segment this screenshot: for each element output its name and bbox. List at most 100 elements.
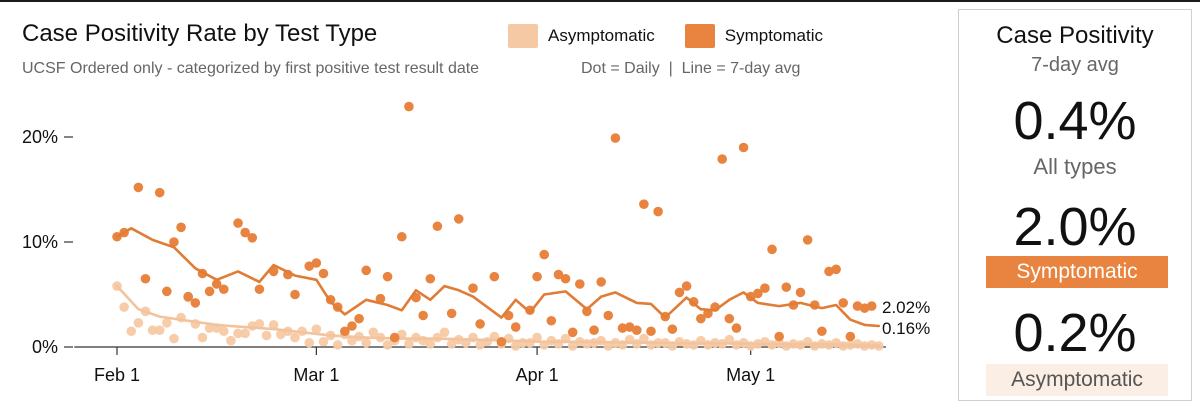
y-tick-label: 0% <box>32 337 58 357</box>
asymptomatic-line-layer <box>115 284 881 347</box>
asymptomatic-daily-point <box>425 339 436 349</box>
symptomatic-daily-point <box>681 281 692 291</box>
asymptomatic-daily-point <box>639 333 649 344</box>
symptomatic-daily-point <box>354 313 364 324</box>
symptomatic-end-label: 2.02% <box>882 298 930 317</box>
legend-item-asymptomatic[interactable]: Asymptomatic <box>508 24 655 48</box>
summary-all-value: 0.4% <box>1013 91 1137 151</box>
symptomatic-daily-point <box>340 326 350 337</box>
top-border <box>0 0 1200 2</box>
symptomatic-daily-point <box>831 264 841 275</box>
asymptomatic-daily-point <box>254 319 265 329</box>
symptomatic-daily-point <box>589 325 599 336</box>
legend-item-symptomatic[interactable]: Symptomatic <box>684 24 823 48</box>
symptomatic-daily-point <box>795 287 806 298</box>
symptomatic-daily-point <box>382 271 393 282</box>
symptomatic-daily-point <box>432 221 443 232</box>
symptomatic-daily-point <box>560 273 571 284</box>
chart-title: Case Positivity Rate by Test Type <box>22 20 378 47</box>
symptomatic-daily-point <box>169 237 179 247</box>
asymptomatic-daily-point <box>347 335 357 346</box>
symptomatic-daily-point <box>446 308 457 319</box>
symptomatic-daily-point <box>254 284 265 295</box>
symptomatic-daily-point <box>866 301 877 311</box>
symptomatic-daily-point <box>610 133 621 143</box>
symptomatic-daily-point <box>290 289 300 300</box>
asymptomatic-daily-point <box>361 338 372 348</box>
symptomatic-daily-point <box>211 279 222 289</box>
summary-subtitle: 7-day avg <box>1031 54 1119 76</box>
symptomatic-dots-layer <box>112 101 877 347</box>
end-labels-layer: 2.02% 0.16% <box>882 298 930 338</box>
asymptomatic-daily-point <box>446 339 457 349</box>
symptomatic-daily-point <box>753 288 763 299</box>
asymptomatic-daily-point <box>162 318 172 328</box>
symptomatic-daily-point <box>347 321 357 331</box>
summary-symptomatic-value: 2.0% <box>1013 197 1137 257</box>
symptomatic-daily-point <box>631 325 642 336</box>
chart-subtitle: UCSF Ordered only - categorized by first… <box>22 60 480 77</box>
symptomatic-daily-point <box>731 323 742 333</box>
symptomatic-daily-point <box>539 249 549 260</box>
asymptomatic-daily-point <box>240 328 250 339</box>
symptomatic-daily-point <box>510 322 521 332</box>
symptomatic-daily-point <box>183 291 193 302</box>
asymptomatic-daily-point <box>532 332 542 343</box>
asymptomatic-daily-point <box>311 324 322 334</box>
symptomatic-daily-point <box>418 310 428 321</box>
symptomatic-daily-point <box>838 298 849 308</box>
symptomatic-daily-point <box>802 235 813 245</box>
symptomatic-daily-point <box>133 182 144 193</box>
symptomatic-daily-point <box>738 142 749 153</box>
symptomatic-daily-point <box>575 279 585 289</box>
symptomatic-daily-point <box>532 271 542 282</box>
asymptomatic-daily-point <box>368 327 379 338</box>
summary-panel: Case Positivity 7-day avg 0.4% All types… <box>958 9 1192 401</box>
asymptomatic-daily-point <box>724 334 735 345</box>
asymptomatic-daily-point <box>382 340 393 350</box>
asymptomatic-dots-layer <box>112 281 884 351</box>
legend-note: Dot = Daily | Line = 7-day avg <box>581 60 801 77</box>
symptomatic-daily-point <box>639 199 649 209</box>
asymptomatic-daily-point <box>567 341 578 351</box>
symptomatic-daily-point <box>247 233 258 243</box>
symptomatic-daily-point <box>475 319 485 329</box>
y-tick-label: 10% <box>22 232 58 252</box>
symptomatic-line-layer <box>115 227 881 328</box>
asymptomatic-daily-point <box>318 336 329 347</box>
symptomatic-daily-point <box>845 331 856 342</box>
asymptomatic-daily-point <box>226 335 236 346</box>
asymptomatic-daily-point <box>126 326 137 337</box>
symptomatic-daily-point <box>603 310 614 321</box>
symptomatic-daily-point <box>468 283 478 294</box>
summary-asymptomatic-value: 0.2% <box>1013 303 1137 363</box>
positivity-chart: Feb 1 Mar 1 Apr 1 May 1 0% 10% 20% 2.02% 0.16% <box>22 101 930 385</box>
symptomatic-daily-point <box>219 284 229 295</box>
symptomatic-daily-point <box>717 154 727 164</box>
symptomatic-daily-point <box>653 206 663 217</box>
symptomatic-daily-point <box>767 244 777 255</box>
symptomatic-daily-point <box>204 286 215 297</box>
x-tick-label: Feb 1 <box>94 365 140 385</box>
legend-label-asymptomatic: Asymptomatic <box>548 26 655 45</box>
symptomatic-daily-point <box>760 283 770 294</box>
x-tick-label: Mar 1 <box>293 365 339 385</box>
symptomatic-daily-point <box>489 271 500 282</box>
asymptomatic-daily-point <box>133 318 144 328</box>
asymptomatic-daily-point <box>169 333 179 344</box>
asymptomatic-daily-point <box>439 327 450 338</box>
symptomatic-daily-point <box>817 326 827 337</box>
symptomatic-daily-point <box>404 101 414 112</box>
symptomatic-daily-point <box>617 323 628 333</box>
symptomatic-daily-point <box>546 315 557 326</box>
symptomatic-daily-point <box>162 286 172 297</box>
summary-title: Case Positivity <box>996 22 1154 49</box>
symptomatic-daily-point <box>567 327 578 338</box>
symptomatic-daily-point <box>496 336 507 347</box>
symptomatic-daily-point <box>553 269 564 280</box>
symptomatic-daily-point <box>781 282 792 292</box>
asymptomatic-daily-point <box>154 325 165 336</box>
legend-swatch-symptomatic <box>684 24 715 48</box>
symptomatic-daily-point <box>190 298 201 308</box>
x-tick-label: Apr 1 <box>516 365 559 385</box>
